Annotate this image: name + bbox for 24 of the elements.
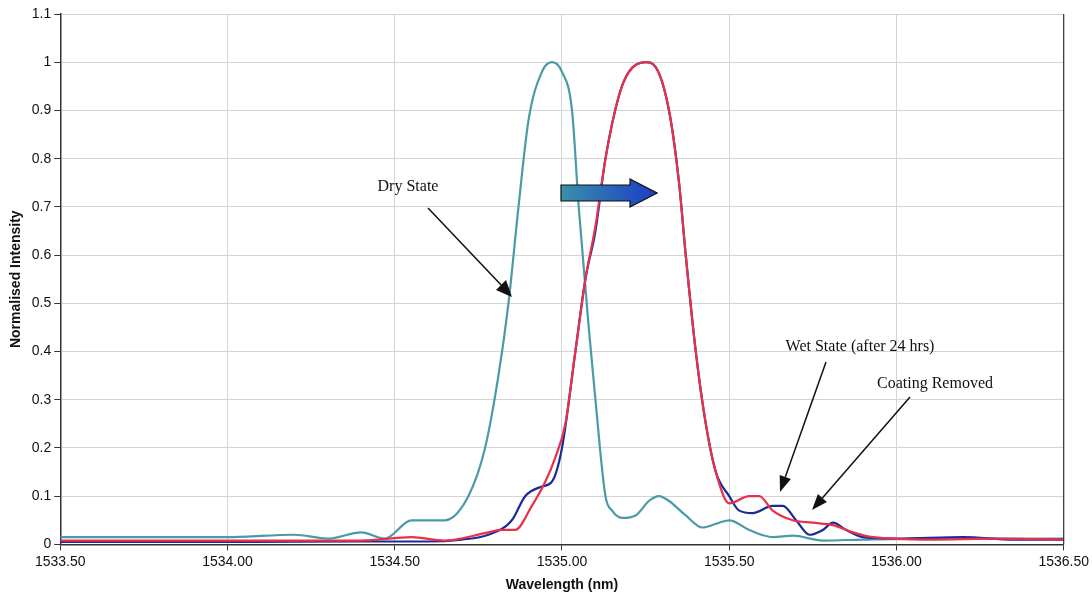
- x-tick-label: 1536.50: [1038, 552, 1090, 569]
- y-tick-label: 0: [43, 535, 52, 552]
- y-tick-label: 0.1: [31, 487, 52, 504]
- x-tick-label: 1535.00: [536, 552, 588, 569]
- x-tick-label: 1534.00: [202, 552, 254, 569]
- y-tick-label: 1.1: [31, 4, 52, 21]
- annotation: Wet State (after 24 hrs): [785, 337, 935, 356]
- y-tick-label: 1: [43, 53, 52, 70]
- y-tick-label: 0.2: [31, 438, 52, 455]
- y-tick-label: 0.8: [31, 149, 52, 166]
- x-tick-label: 1534.50: [369, 552, 421, 569]
- y-axis-title: Normalised Intensity: [7, 210, 24, 349]
- y-tick-label: 0.4: [31, 342, 52, 359]
- y-tick-label: 0.6: [31, 245, 52, 262]
- y-tick-label: 0.7: [31, 197, 52, 214]
- y-tick-label: 0.3: [31, 390, 52, 407]
- x-tick-label: 1536.00: [871, 552, 922, 569]
- y-tick-label: 0.9: [31, 101, 52, 118]
- x-axis-title: Wavelength (nm): [505, 576, 619, 593]
- annotation: Dry State: [377, 177, 439, 196]
- x-tick-label: 1533.50: [34, 552, 86, 569]
- annotation: Coating Removed: [877, 374, 993, 393]
- x-tick-label: 1535.50: [703, 552, 755, 569]
- y-tick-label: 0.5: [31, 294, 52, 311]
